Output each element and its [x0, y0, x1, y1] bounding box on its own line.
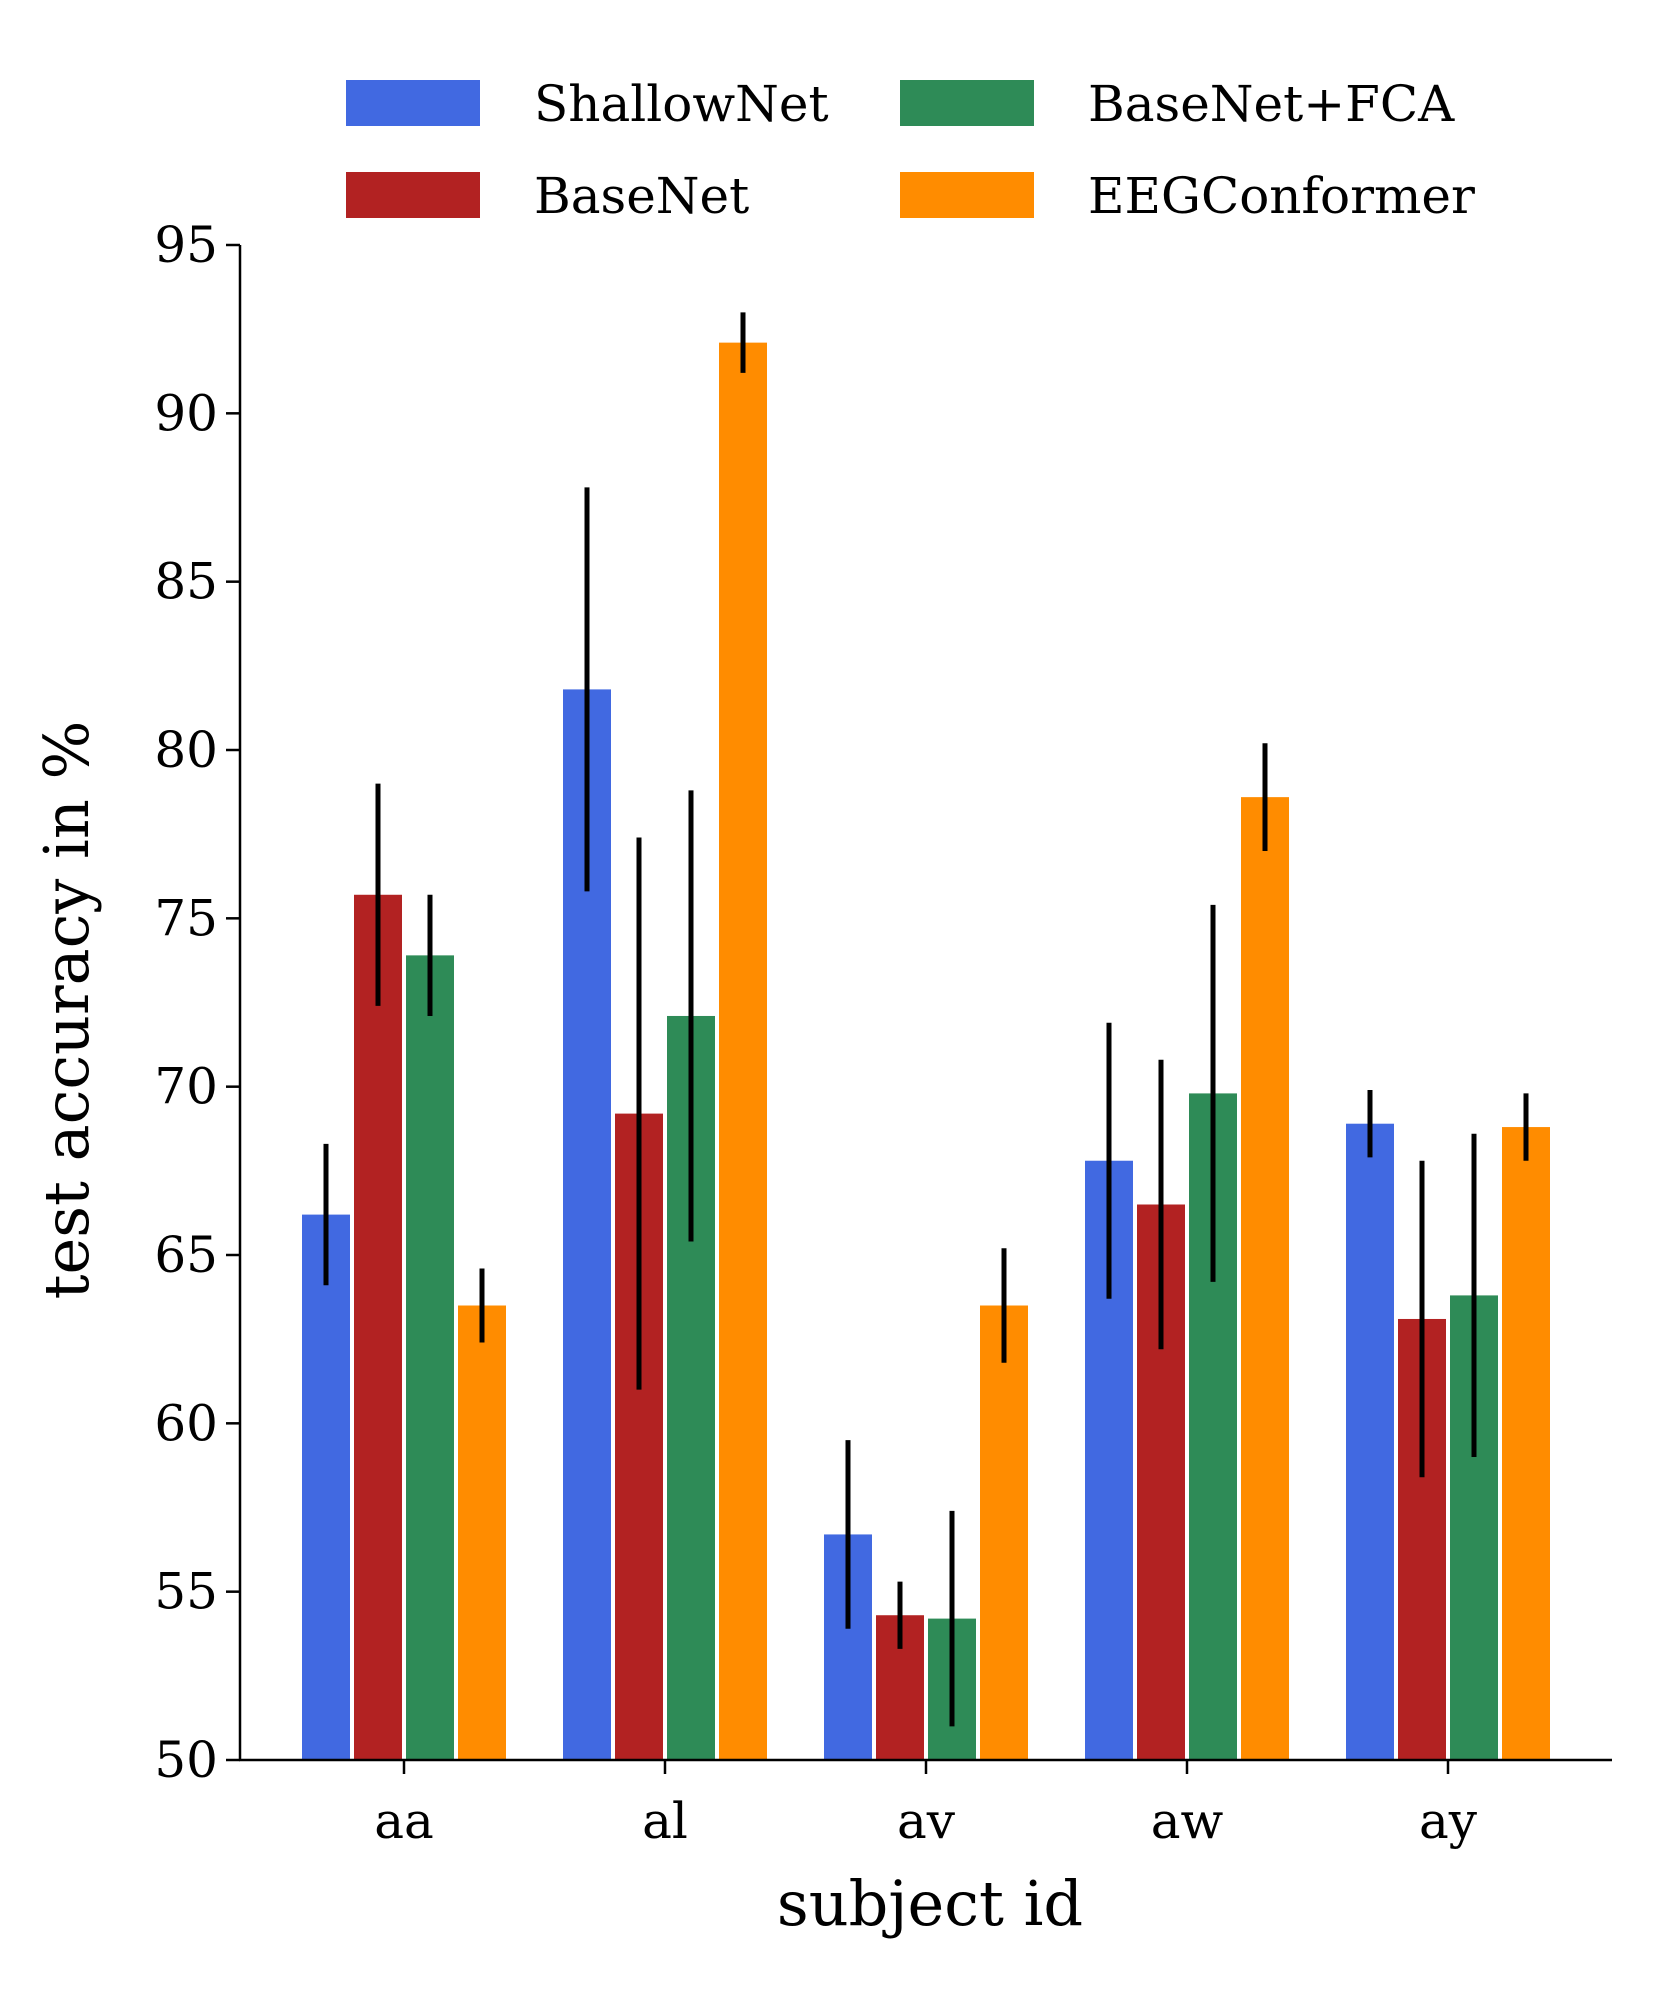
- y-tick-label: 95: [154, 216, 218, 274]
- legend-swatch: [346, 80, 480, 126]
- bar: [719, 342, 767, 1761]
- legend-swatch: [346, 172, 480, 218]
- bar: [1346, 1123, 1394, 1760]
- legend-label: BaseNet+FCA: [1088, 75, 1455, 133]
- y-axis-title: test accuracy in %: [30, 721, 103, 1300]
- x-tick-label: aw: [1151, 1792, 1224, 1850]
- y-tick-label: 60: [154, 1394, 218, 1452]
- y-tick-label: 65: [154, 1226, 218, 1284]
- x-axis-title: subject id: [777, 1867, 1083, 1940]
- x-tick-label: al: [642, 1792, 688, 1850]
- y-tick-label: 90: [154, 384, 218, 442]
- bar: [354, 894, 402, 1760]
- y-tick-label: 85: [154, 553, 218, 611]
- legend-swatch: [900, 80, 1034, 126]
- axes: 50 55 60 65 70 75 80 85 90 95 aa al av aw ay: [154, 216, 1612, 1850]
- legend-label: ShallowNet: [534, 75, 829, 133]
- y-tick-label: 55: [154, 1563, 218, 1621]
- legend-label: EEGConformer: [1088, 167, 1475, 225]
- bar: [1241, 797, 1289, 1760]
- bar: [406, 955, 454, 1760]
- bar: [1502, 1127, 1550, 1760]
- bar: [980, 1305, 1028, 1760]
- bar: [302, 1214, 350, 1760]
- y-tick-label: 80: [154, 721, 218, 779]
- x-tick-label: ay: [1419, 1792, 1478, 1850]
- error-bars: [323, 312, 1529, 1727]
- x-tick-label: av: [897, 1792, 956, 1850]
- legend-label: BaseNet: [534, 167, 749, 225]
- y-tick-label: 50: [154, 1731, 218, 1789]
- bar: [458, 1305, 506, 1760]
- x-tick-label: aa: [374, 1792, 434, 1850]
- y-tick-label: 75: [154, 889, 218, 947]
- legend-swatch: [900, 172, 1034, 218]
- y-tick-label: 70: [154, 1058, 218, 1116]
- legend: ShallowNet BaseNet BaseNet+FCA EEGConformer: [346, 75, 1475, 225]
- bars: [302, 342, 1550, 1761]
